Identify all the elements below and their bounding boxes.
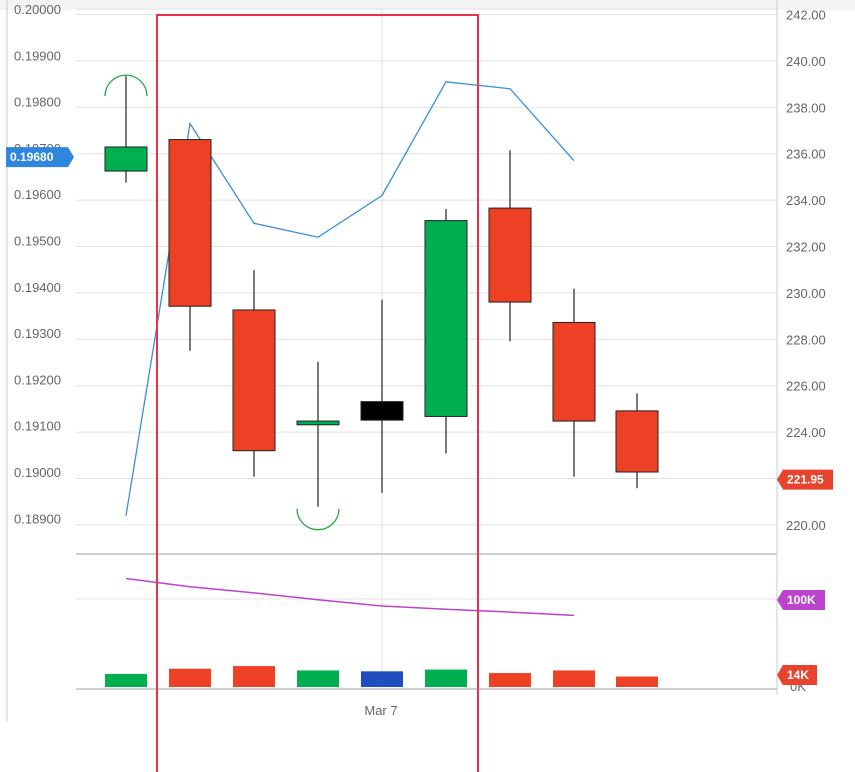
right-axis-tick-label: 230.00: [786, 286, 826, 301]
left-axis-tick-label: 0.19800: [14, 95, 61, 110]
right-price-badge-text: 221.95: [787, 473, 824, 487]
left-axis-tick-label: 0.19500: [14, 234, 61, 249]
volume-bars: [105, 666, 658, 687]
volume-last-badge-shape: [777, 665, 817, 685]
right-axis-tick-label: 238.00: [786, 100, 826, 115]
right-axis-tick-label: 236.00: [786, 147, 826, 162]
left-axis-tick-label: 0.19600: [14, 187, 61, 202]
left-axis-tick-label: 0.19200: [14, 372, 61, 387]
volume-bar: [553, 670, 595, 687]
low-marker-arc: [296, 508, 340, 531]
candle-body: [424, 220, 468, 417]
volume-moving-average: [125, 577, 575, 617]
candle-body: [296, 420, 340, 426]
volume-ma-badge-shape: [777, 590, 825, 610]
high-low-markers: [104, 74, 340, 531]
volume-bar: [361, 671, 403, 687]
highlight-box: [156, 14, 479, 772]
left-price-badge-text: 0.19680: [10, 150, 54, 164]
volume-bar: [169, 668, 211, 687]
right-axis-tick-label: 228.00: [786, 332, 826, 347]
left-axis-tick-label: 0.20000: [14, 2, 61, 17]
right-axis-tick-label: 242.00: [786, 8, 826, 23]
volume-ma-badge-text: 100K: [787, 593, 816, 607]
top-strip: [0, 0, 855, 10]
left-axis-tick-label: 0.19900: [14, 48, 61, 63]
x-axis-date-label: Mar 7: [364, 703, 397, 718]
volume-bar: [425, 669, 467, 687]
left-axis-tick-label: 0.19300: [14, 326, 61, 341]
right-axis-tick-label: 232.00: [786, 240, 826, 255]
volume-bar: [105, 673, 147, 687]
volume-ma-line: [125, 577, 575, 617]
gridlines: [0, 0, 855, 722]
candle-body: [232, 309, 276, 452]
right-price-badge-shape: [777, 469, 833, 490]
left-axis-tick-label: 0.19100: [14, 419, 61, 434]
candle-body: [615, 410, 659, 473]
high-marker-arc: [104, 74, 148, 97]
candle-body: [360, 401, 404, 421]
candle-body: [488, 207, 532, 303]
candle-body: [168, 139, 212, 307]
right-axis-tick-label: 224.00: [786, 425, 826, 440]
volume-bar: [489, 673, 531, 687]
value-badges: 0.19680 221.95 100K 14K: [6, 147, 833, 685]
volume-last-badge-text: 14K: [787, 668, 809, 682]
left-price-badge-shape: [6, 147, 74, 168]
volume-bar: [233, 666, 275, 687]
right-axis-tick-label: 240.00: [786, 54, 826, 69]
volume-bar: [616, 676, 658, 687]
candle-body: [552, 321, 596, 422]
highlight-rectangle: [156, 14, 479, 772]
volume-bar: [297, 670, 339, 687]
left-axis-tick-label: 0.19000: [14, 465, 61, 480]
right-axis-tick-label: 234.00: [786, 193, 826, 208]
candles: [104, 76, 659, 507]
candle-body: [104, 146, 148, 172]
right-axis-tick-label: 226.00: [786, 379, 826, 394]
left-axis-tick-label: 0.19400: [14, 280, 61, 295]
right-axis-tick-label: 220.00: [786, 518, 826, 533]
left-axis-tick-label: 0.18900: [14, 511, 61, 526]
left-price-axis: 0.200000.199000.198000.197000.196000.195…: [14, 2, 61, 526]
